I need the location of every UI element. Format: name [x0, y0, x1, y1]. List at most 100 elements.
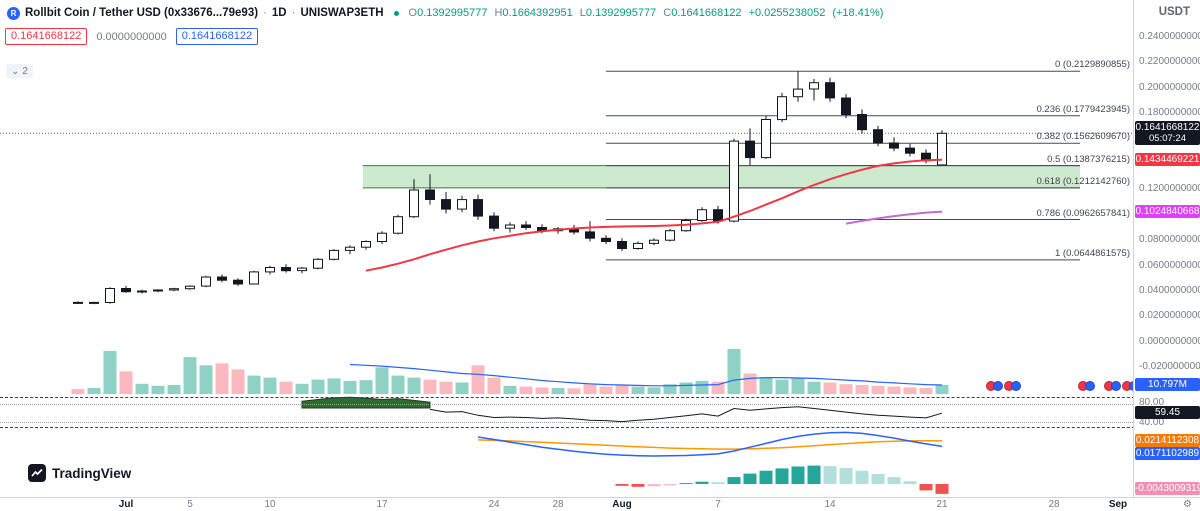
time-axis-label: 28: [1048, 499, 1060, 510]
interval-button[interactable]: 1D: [271, 7, 287, 19]
price-axis[interactable]: 0.2400000000 0.2200000000 0.2000000000 0.18…: [1133, 0, 1200, 497]
candle: [521, 224, 531, 228]
candle: [873, 129, 883, 144]
candle: [313, 258, 323, 269]
candle: [793, 88, 803, 98]
chevron-down-icon: ⌄: [11, 65, 20, 77]
fib-level-label: 0.236 (0.1779423945): [1036, 103, 1131, 115]
fib-retracement-lines[interactable]: [606, 70, 1080, 261]
price-axis-label: 0.2200000000: [1139, 56, 1200, 68]
pane-separator[interactable]: [0, 397, 1200, 398]
macd-main-badge: 0.0171102989: [1135, 446, 1200, 460]
price-chips-row: 0.1641668122 0.0000000000 0.1641668122: [5, 28, 259, 45]
symbol-title[interactable]: Rollbit Coin / Tether USD (0x33676...79e…: [25, 7, 259, 19]
fib-zone[interactable]: [362, 165, 1080, 189]
macd-histogram: [615, 465, 949, 494]
time-axis-label: 24: [488, 499, 500, 510]
candle: [249, 271, 259, 285]
macd-signal-line: [477, 439, 943, 450]
price-axis-label: 0.0400000000: [1139, 285, 1200, 296]
settings-gear-icon[interactable]: ⚙: [1183, 499, 1192, 510]
exchange-label[interactable]: UNISWAP3ETH: [300, 7, 384, 19]
fib-level-label: 1 (0.0644861575): [1054, 247, 1130, 259]
close-label: C: [663, 7, 672, 19]
time-axis[interactable]: ⚙ Jul 5 10 17 24 28 Aug 7 14 21 28 Sep: [0, 497, 1200, 511]
candle: [937, 132, 947, 166]
candle: [473, 199, 483, 217]
main-chart-canvas[interactable]: [0, 0, 1133, 497]
candle: [665, 230, 675, 241]
event-marker-icon[interactable]: [986, 381, 1003, 391]
high-label: H: [494, 7, 503, 19]
event-marker-icon[interactable]: [1078, 381, 1095, 391]
candle: [889, 142, 899, 149]
candle: [281, 267, 291, 272]
rsi-green-area: [301, 396, 431, 409]
candle: [265, 267, 275, 273]
candle: [137, 290, 147, 293]
candle: [121, 288, 131, 293]
price-chip-red[interactable]: 0.1641668122: [5, 28, 88, 45]
candle: [425, 189, 435, 200]
indicator-collapse-chip[interactable]: ⌄ 2: [6, 64, 33, 78]
candle: [649, 239, 659, 244]
rsi-axis-label: 80.00: [1139, 397, 1165, 408]
candle: [217, 276, 227, 281]
open-value: 0.1392995777: [417, 7, 488, 19]
tradingview-logo[interactable]: TradingView: [28, 464, 131, 482]
change-value: +0.0255238052: [748, 7, 826, 19]
candle: [857, 114, 867, 131]
candles-layer: [73, 71, 947, 305]
fib-level-label: 0.786 (0.0962657841): [1036, 207, 1131, 219]
time-axis-label: 7: [715, 499, 721, 510]
price-axis-label: 0.2000000000: [1139, 81, 1200, 93]
rsi-level-line: [0, 422, 1133, 423]
time-axis-label: Aug: [612, 499, 632, 510]
rsi-line: [429, 406, 943, 423]
symbol-logo-icon: R: [7, 6, 20, 20]
price-chip-blue[interactable]: 0.1641668122: [175, 28, 259, 45]
time-axis-label: 14: [824, 499, 836, 510]
candle: [713, 209, 723, 222]
candle: [761, 119, 771, 159]
fib-level-label: 0.5 (0.1387376215): [1047, 153, 1130, 165]
time-axis-label: 5: [187, 499, 193, 510]
candle: [841, 97, 851, 115]
purple-indicator-line: [845, 210, 943, 225]
volume-badge: 10.797M: [1135, 378, 1200, 391]
change-percent: (+18.41%): [832, 7, 884, 19]
candle: [697, 209, 707, 221]
market-status-dot: [393, 10, 399, 16]
price-axis-label: 0.0600000000: [1139, 259, 1200, 271]
price-value-gray: 0.0000000000: [96, 30, 167, 43]
last-price-badge: 0.1641668122 05:07:24: [1135, 121, 1200, 146]
title-separator: ·: [263, 7, 267, 19]
candle: [73, 301, 83, 304]
close-value: 0.1641668122: [671, 7, 742, 19]
indicator-count: 2: [22, 65, 28, 77]
candle: [489, 215, 499, 229]
price-axis-label: 0.0800000000: [1139, 234, 1200, 246]
candle: [585, 231, 595, 239]
time-axis-label: 28: [552, 499, 564, 510]
currency-toggle-button[interactable]: USDT: [1158, 6, 1190, 18]
rsi-level-line: [0, 404, 1133, 405]
candle: [201, 276, 211, 287]
price-axis-label: -0.0200000000: [1139, 361, 1200, 373]
candle: [745, 140, 755, 159]
time-axis-label: 10: [264, 499, 276, 510]
price-axis-label: 0.2400000000: [1139, 31, 1200, 42]
price-axis-label: 0.0200000000: [1139, 310, 1200, 322]
time-axis-label: Sep: [1108, 499, 1128, 510]
price-axis-label: 0.0000000000: [1139, 335, 1200, 347]
open-label: O: [408, 7, 418, 19]
macd-signal-badge: 0.0214112308: [1135, 433, 1200, 447]
event-marker-icon[interactable]: [1004, 381, 1021, 391]
candle: [777, 96, 787, 121]
event-marker-icon[interactable]: [1104, 381, 1121, 391]
candle: [809, 82, 819, 90]
price-axis-label: 0.1800000000: [1139, 107, 1200, 119]
pane-separator[interactable]: [0, 427, 1200, 428]
candle: [345, 246, 355, 251]
